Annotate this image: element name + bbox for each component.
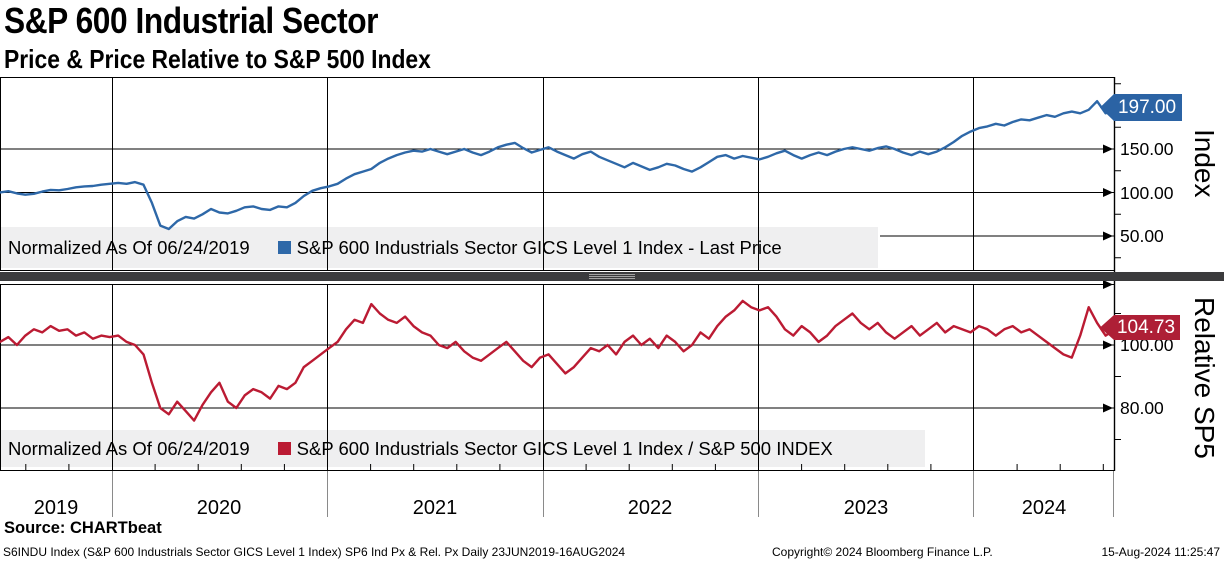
footer-description: S6INDU Index (S&P 600 Industrials Sector… <box>3 545 626 559</box>
series-color-swatch-icon <box>277 241 291 254</box>
source-label: Source: CHARTbeat <box>4 519 162 537</box>
y-axis-tick-label: 50.00 <box>1120 226 1164 246</box>
series-color-swatch-icon <box>277 442 291 455</box>
legend-top: Normalized As Of 06/24/2019 S&P 600 Indu… <box>8 227 782 268</box>
x-axis-year-label: 2022 <box>627 497 673 519</box>
legend-bottom-background <box>0 430 925 467</box>
last-price-badge-index: 197.00 <box>1100 94 1182 121</box>
y-axis-tick-label: 100.00 <box>1120 335 1174 355</box>
legend-item-relative[interactable]: S&P 600 Industrials Sector GICS Level 1 … <box>277 437 833 460</box>
chart-title: S&P 600 Industrial Sector <box>4 0 379 41</box>
x-axis-year-label: 2021 <box>412 497 458 519</box>
legend-bottom: Normalized As Of 06/24/2019 S&P 600 Indu… <box>8 430 833 467</box>
legend-item-index[interactable]: S&P 600 Industrials Sector GICS Level 1 … <box>277 236 782 259</box>
y-axis-title-index: Index <box>1189 128 1220 198</box>
panel-divider-grip-icon[interactable] <box>589 274 635 279</box>
legend-normalized-label: Normalized As Of 06/24/2019 <box>8 437 250 459</box>
y-axis-tick-label: 100.00 <box>1120 183 1174 203</box>
panel-divider[interactable] <box>0 272 1224 281</box>
y-axis-title-relative: Relative SP5 <box>1189 297 1220 459</box>
legend-top-background <box>0 227 878 268</box>
x-axis-year-label: 2023 <box>843 497 889 519</box>
legend-normalized-label: Normalized As Of 06/24/2019 <box>8 236 250 258</box>
chart-subtitle: Price & Price Relative to S&P 500 Index <box>4 44 431 74</box>
x-axis-year-label: 2019 <box>33 497 79 519</box>
footer-copyright: Copyright© 2024 Bloomberg Finance L.P. <box>772 545 993 559</box>
footer-timestamp: 15-Aug-2024 11:25:47 <box>1101 545 1220 559</box>
x-axis-year-label: 2024 <box>1021 497 1067 519</box>
legend-series-label: S&P 600 Industrials Sector GICS Level 1 … <box>296 236 782 258</box>
y-axis-tick-label: 150.00 <box>1120 139 1174 159</box>
y-axis-tick-label: 80.00 <box>1120 398 1164 418</box>
last-price-badge-relative: 104.73 <box>1100 315 1180 340</box>
legend-series-label: S&P 600 Industrials Sector GICS Level 1 … <box>296 437 833 459</box>
x-axis-year-label: 2020 <box>196 497 242 519</box>
